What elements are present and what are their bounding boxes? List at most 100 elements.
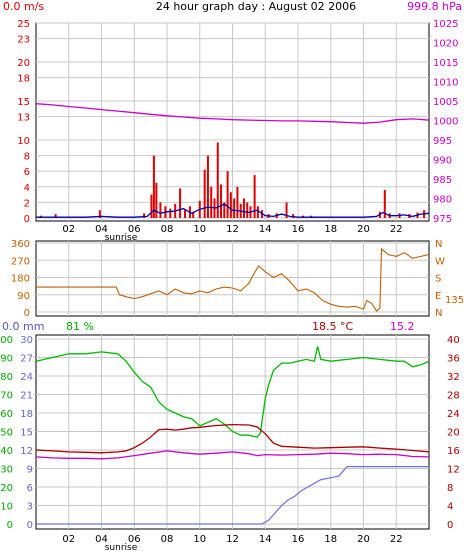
y-tick-temperature: 16 — [447, 446, 460, 457]
y-tick-humidity: 50 — [0, 428, 13, 439]
sunrise-label-3: sunrise — [105, 543, 138, 553]
compass-label: N — [435, 308, 442, 319]
x-tick-label-bottom: 04 — [95, 534, 108, 545]
x-tick-label-bottom: 08 — [161, 534, 174, 545]
y-tick-wind: 6 — [24, 167, 30, 178]
y-tick-temperature: 36 — [447, 354, 460, 365]
y-tick-temperature: 8 — [447, 483, 453, 494]
y-tick-humidity: 0 — [7, 520, 13, 531]
y-tick-direction: 90 — [17, 291, 30, 302]
rain-line — [36, 466, 429, 525]
y-tick-rain: 24 — [20, 372, 33, 383]
y-tick-pressure: 975 — [433, 214, 452, 225]
sunrise-label-1: sunrise — [105, 233, 138, 243]
y-tick-pressure: 1015 — [433, 58, 458, 69]
y-tick-humidity: 100 — [0, 335, 13, 346]
y-tick-pressure: 985 — [433, 175, 452, 186]
y-tick-pressure: 1000 — [433, 117, 458, 128]
dewpoint-line — [35, 450, 430, 460]
y-tick-humidity: 60 — [0, 409, 13, 420]
y-tick-wind: 8 — [24, 152, 30, 163]
y-tick-rain: 3 — [27, 502, 33, 513]
direction-series — [36, 247, 430, 312]
temperature-line — [35, 423, 430, 454]
y-tick-rain: 9 — [27, 465, 33, 476]
x-tick-label-top: 08 — [161, 224, 174, 235]
y-tick-humidity: 80 — [0, 372, 13, 383]
y-tick-wind: 10 — [17, 136, 30, 147]
y-tick-rain: 0 — [27, 520, 33, 531]
wind-pressure-series — [35, 103, 430, 218]
y-tick-wind: 13 — [17, 113, 30, 124]
y-tick-wind: 15 — [17, 97, 30, 108]
x-tick-label-bottom: 02 — [62, 534, 75, 545]
y-tick-wind: 0 — [24, 214, 30, 225]
y-tick-pressure: 990 — [433, 156, 452, 167]
compass-label: W — [435, 256, 445, 267]
x-tick-label-bottom: 14 — [259, 534, 272, 545]
y-tick-temperature: 12 — [447, 465, 460, 476]
x-tick-label-top: 06 — [128, 224, 141, 235]
humidity-line — [35, 346, 430, 438]
y-tick-humidity: 10 — [0, 502, 13, 513]
y-tick-rain: 30 — [20, 335, 33, 346]
y-tick-wind: 2 — [24, 198, 30, 209]
y-tick-direction: 180 — [11, 274, 30, 285]
x-tick-label-top: 04 — [95, 224, 108, 235]
compass-label: E — [435, 291, 441, 302]
y-tick-humidity: 30 — [0, 465, 13, 476]
wind-speed-header: 0.0 m/s — [3, 0, 44, 13]
dewpoint-header: 15.2 — [390, 320, 415, 333]
rain-header: 0.0 mm — [2, 320, 44, 333]
y-tick-wind: 25 — [17, 19, 30, 30]
grid-layer — [36, 22, 429, 529]
x-tick-label-bottom: 10 — [193, 534, 206, 545]
y-tick-temperature: 28 — [447, 391, 460, 402]
y-tick-pressure: 1025 — [433, 19, 458, 30]
x-tick-label-top: 14 — [259, 224, 272, 235]
x-tick-label-top: 20 — [357, 224, 370, 235]
x-tick-label-bottom: 12 — [226, 534, 239, 545]
y-tick-temperature: 20 — [447, 428, 460, 439]
y-tick-pressure: 995 — [433, 136, 452, 147]
x-tick-label-bottom: 20 — [357, 534, 370, 545]
compass-label: N — [435, 239, 442, 250]
pressure-header: 999.8 hPa — [407, 0, 462, 13]
y-tick-temperature: 4 — [447, 502, 453, 513]
x-tick-label-bottom: 16 — [292, 534, 305, 545]
y-tick-rain: 21 — [20, 391, 33, 402]
y-tick-rain: 6 — [27, 483, 33, 494]
y-tick-rain: 27 — [20, 354, 33, 365]
y-tick-pressure: 1005 — [433, 97, 458, 108]
axis-ticks: 0202040406060808101012121414161618182020… — [0, 19, 460, 545]
y-tick-pressure: 1020 — [433, 39, 458, 50]
y-tick-humidity: 70 — [0, 391, 13, 402]
y-tick-rain: 18 — [20, 409, 33, 420]
y-tick-temperature: 24 — [447, 409, 460, 420]
y-tick-direction: 0 — [24, 308, 30, 319]
x-tick-label-bottom: 06 — [128, 534, 141, 545]
pressure-line — [35, 103, 430, 124]
x-tick-label-top: 16 — [292, 224, 305, 235]
y-tick-direction: 270 — [11, 256, 30, 267]
y-tick-rain: 15 — [20, 428, 33, 439]
wind-average-line — [36, 203, 430, 218]
direction-line — [36, 247, 430, 312]
x-tick-label-top: 18 — [324, 224, 337, 235]
compass-label: S — [435, 274, 441, 285]
x-tick-label-bottom: 18 — [324, 534, 337, 545]
y-tick-humidity: 90 — [0, 354, 13, 365]
y-tick-rain: 12 — [20, 446, 33, 457]
x-tick-label-top: 02 — [62, 224, 75, 235]
x-tick-label-top: 12 — [226, 224, 239, 235]
humidity-header: 81 % — [66, 320, 94, 333]
y-tick-pressure: 1010 — [433, 78, 458, 89]
y-tick-pressure: 980 — [433, 195, 452, 206]
y-tick-temperature: 40 — [447, 335, 460, 346]
temperature-header: 18.5 °C — [312, 320, 353, 333]
y-tick-wind: 18 — [17, 74, 30, 85]
y-tick-direction: 360 — [11, 239, 30, 250]
y-tick-temperature: 0 — [447, 520, 453, 531]
x-tick-label-bottom: 22 — [390, 534, 403, 545]
